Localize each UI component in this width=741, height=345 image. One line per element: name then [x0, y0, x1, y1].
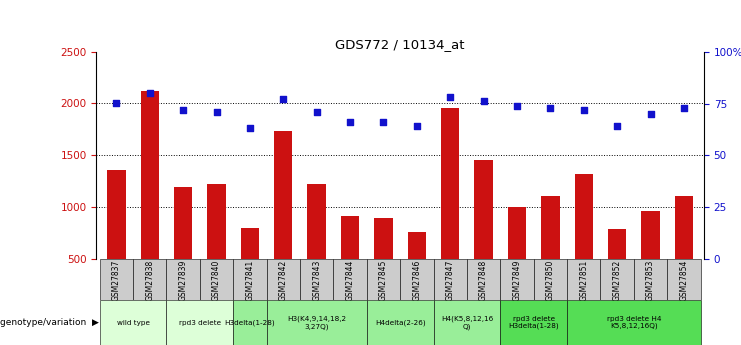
Bar	[433, 259, 467, 300]
Bar	[241, 228, 259, 310]
Bar	[508, 207, 526, 310]
Point	[144, 90, 156, 96]
Bar	[200, 259, 233, 300]
Bar	[541, 196, 559, 310]
Text: GSM27838: GSM27838	[145, 260, 154, 301]
Point	[645, 111, 657, 117]
Text: GSM27847: GSM27847	[446, 260, 455, 302]
Text: GSM27844: GSM27844	[345, 260, 354, 302]
Bar	[341, 216, 359, 310]
Point	[110, 101, 122, 106]
Point	[445, 95, 456, 100]
Text: GSM27839: GSM27839	[179, 260, 187, 302]
Bar	[107, 170, 125, 310]
Bar	[642, 211, 659, 310]
Bar	[267, 259, 300, 300]
Bar	[675, 196, 693, 310]
Bar	[207, 184, 226, 310]
Bar	[600, 259, 634, 300]
Bar	[400, 259, 433, 300]
Text: GSM27849: GSM27849	[513, 260, 522, 302]
Bar	[233, 300, 267, 345]
Bar	[441, 108, 459, 310]
Bar	[333, 259, 367, 300]
Point	[611, 124, 623, 129]
Bar	[133, 259, 167, 300]
Text: genotype/variation  ▶: genotype/variation ▶	[0, 318, 99, 327]
Text: GSM27843: GSM27843	[312, 260, 321, 302]
Title: GDS772 / 10134_at: GDS772 / 10134_at	[336, 38, 465, 51]
Bar	[433, 300, 500, 345]
Bar	[574, 174, 593, 310]
Point	[578, 107, 590, 112]
Text: GSM27840: GSM27840	[212, 260, 221, 302]
Bar	[233, 259, 267, 300]
Bar	[100, 300, 167, 345]
Bar	[474, 160, 493, 310]
Bar	[534, 259, 567, 300]
Bar	[634, 259, 667, 300]
Text: H3delta(1-28): H3delta(1-28)	[225, 319, 275, 326]
Text: GSM27842: GSM27842	[279, 260, 288, 301]
Point	[277, 97, 289, 102]
Bar	[100, 259, 133, 300]
Bar	[367, 259, 400, 300]
Bar	[367, 300, 433, 345]
Bar	[608, 229, 626, 310]
Point	[511, 103, 523, 108]
Point	[177, 107, 189, 112]
Point	[411, 124, 423, 129]
Point	[377, 119, 389, 125]
Text: GSM27845: GSM27845	[379, 260, 388, 302]
Text: wild type: wild type	[116, 319, 150, 326]
Text: H4delta(2-26): H4delta(2-26)	[375, 319, 425, 326]
Point	[310, 109, 322, 115]
Bar	[567, 300, 700, 345]
Point	[678, 105, 690, 110]
Text: rpd3 delete
H3delta(1-28): rpd3 delete H3delta(1-28)	[508, 316, 559, 329]
Bar	[167, 300, 233, 345]
Point	[545, 105, 556, 110]
Text: GSM27848: GSM27848	[479, 260, 488, 301]
Text: GSM27852: GSM27852	[613, 260, 622, 301]
Point	[344, 119, 356, 125]
Bar	[167, 259, 200, 300]
Bar	[374, 218, 393, 310]
Bar	[267, 300, 367, 345]
Bar	[567, 259, 600, 300]
Text: H3(K4,9,14,18,2
3,27Q): H3(K4,9,14,18,2 3,27Q)	[287, 316, 346, 329]
Bar	[174, 187, 193, 310]
Bar	[141, 91, 159, 310]
Bar	[308, 184, 326, 310]
Bar	[467, 259, 500, 300]
Point	[244, 126, 256, 131]
Bar	[667, 259, 700, 300]
Point	[210, 109, 222, 115]
Bar	[500, 259, 534, 300]
Bar	[408, 232, 426, 310]
Bar	[300, 259, 333, 300]
Text: GSM27846: GSM27846	[412, 260, 422, 302]
Bar	[500, 300, 567, 345]
Text: H4(K5,8,12,16
Q): H4(K5,8,12,16 Q)	[441, 316, 493, 329]
Bar	[274, 131, 293, 310]
Text: GSM27854: GSM27854	[679, 260, 688, 302]
Text: rpd3 delete: rpd3 delete	[179, 319, 221, 326]
Text: GSM27841: GSM27841	[245, 260, 254, 301]
Text: rpd3 delete H4
K5,8,12,16Q): rpd3 delete H4 K5,8,12,16Q)	[607, 316, 661, 329]
Text: GSM27837: GSM27837	[112, 260, 121, 302]
Text: GSM27853: GSM27853	[646, 260, 655, 302]
Text: GSM27850: GSM27850	[546, 260, 555, 302]
Text: GSM27851: GSM27851	[579, 260, 588, 301]
Point	[478, 99, 490, 104]
